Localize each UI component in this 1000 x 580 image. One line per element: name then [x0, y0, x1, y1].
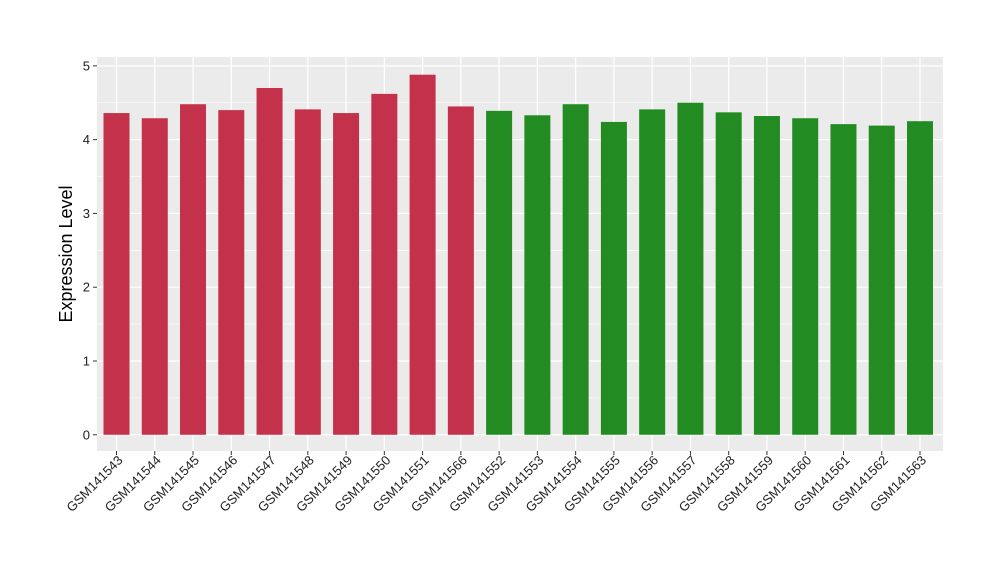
bar-GSM141554 [562, 104, 589, 435]
bar-GSM141559 [753, 116, 780, 435]
bar-GSM141555 [600, 121, 627, 435]
bar-GSM141545 [180, 104, 207, 435]
bar-GSM141563 [907, 121, 933, 435]
bar-GSM141558 [715, 112, 742, 435]
y-tick-label: 1 [83, 353, 90, 368]
bar-GSM141566 [447, 106, 474, 435]
y-axis-title: Expression Level [56, 185, 76, 322]
bar-GSM141547 [256, 87, 283, 435]
bar-GSM141553 [524, 115, 551, 435]
bar-GSM141546 [218, 110, 245, 435]
y-tick-label: 4 [83, 132, 90, 147]
bar-GSM141544 [141, 118, 168, 435]
bar-GSM141556 [639, 109, 666, 435]
y-tick-label: 3 [83, 206, 90, 221]
bar-GSM141552 [486, 110, 513, 435]
y-tick-label: 5 [83, 58, 90, 73]
x-axis: GSM141543GSM141544GSM141545GSM141546GSM1… [63, 451, 929, 515]
bar-GSM141549 [333, 113, 360, 435]
y-axis: 0 1 2 3 4 5 [83, 58, 97, 442]
bar-GSM141557 [677, 102, 704, 435]
y-tick-label: 2 [83, 280, 90, 295]
bar-GSM141551 [409, 74, 436, 435]
bars [103, 74, 933, 435]
bar-GSM141562 [868, 125, 895, 435]
y-tick-label: 0 [83, 427, 90, 442]
bar-GSM141548 [294, 109, 321, 435]
bar-GSM141560 [792, 118, 819, 435]
bar-GSM141561 [830, 124, 857, 435]
bar-GSM141550 [371, 93, 398, 435]
bar-GSM141543 [103, 113, 130, 435]
